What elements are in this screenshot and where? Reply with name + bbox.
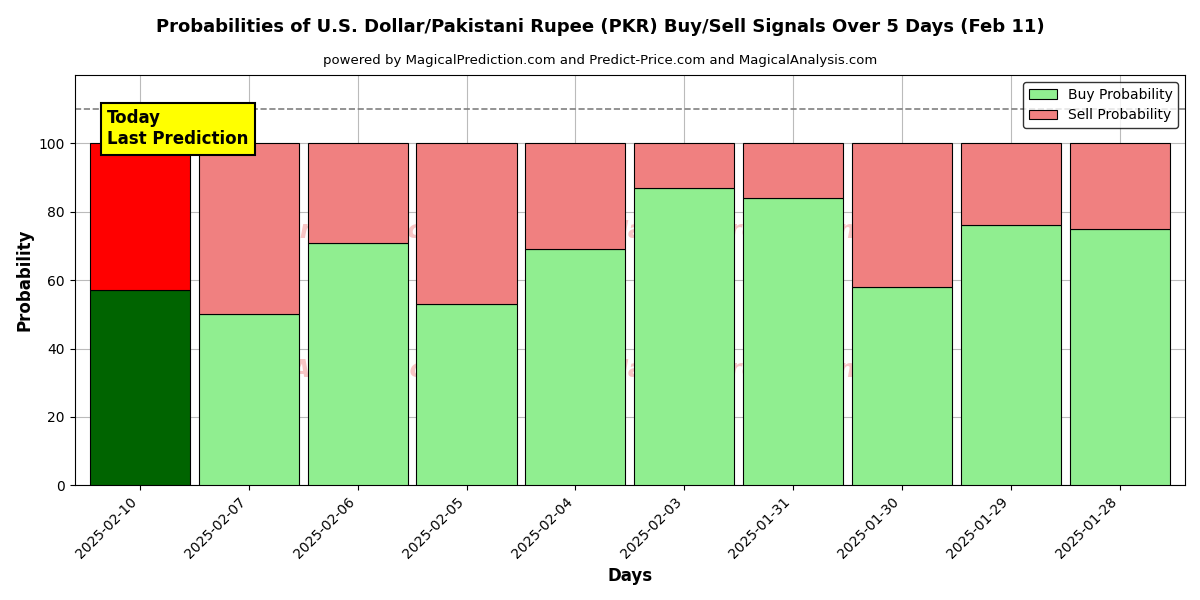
Text: powered by MagicalPrediction.com and Predict-Price.com and MagicalAnalysis.com: powered by MagicalPrediction.com and Pre… [323, 54, 877, 67]
Bar [199, 143, 299, 314]
Bar [961, 226, 1061, 485]
Bar [1069, 229, 1170, 485]
Bar [634, 188, 734, 485]
Bar [416, 304, 517, 485]
Bar [526, 143, 625, 250]
Bar [90, 143, 190, 290]
Text: Probabilities of U.S. Dollar/Pakistani Rupee (PKR) Buy/Sell Signals Over 5 Days : Probabilities of U.S. Dollar/Pakistani R… [156, 18, 1044, 36]
Bar [90, 290, 190, 485]
X-axis label: Days: Days [607, 567, 653, 585]
Bar [416, 143, 517, 304]
Bar [634, 143, 734, 188]
Bar [1069, 143, 1170, 229]
Bar [852, 143, 952, 287]
Bar [961, 143, 1061, 226]
Bar [852, 287, 952, 485]
Text: MagicalPrediction.com: MagicalPrediction.com [604, 219, 923, 243]
Bar [526, 250, 625, 485]
Bar [743, 198, 844, 485]
Text: calAnalys.com: calAnalys.com [252, 358, 454, 382]
Bar [307, 143, 408, 242]
Text: MagicalPrediction.com: MagicalPrediction.com [604, 358, 923, 382]
Text: Today
Last Prediction: Today Last Prediction [107, 109, 248, 148]
Bar [199, 314, 299, 485]
Bar [743, 143, 844, 198]
Y-axis label: Probability: Probability [16, 229, 34, 331]
Legend: Buy Probability, Sell Probability: Buy Probability, Sell Probability [1024, 82, 1178, 128]
Text: calAnalysis.com: calAnalysis.com [240, 219, 464, 243]
Bar [307, 242, 408, 485]
